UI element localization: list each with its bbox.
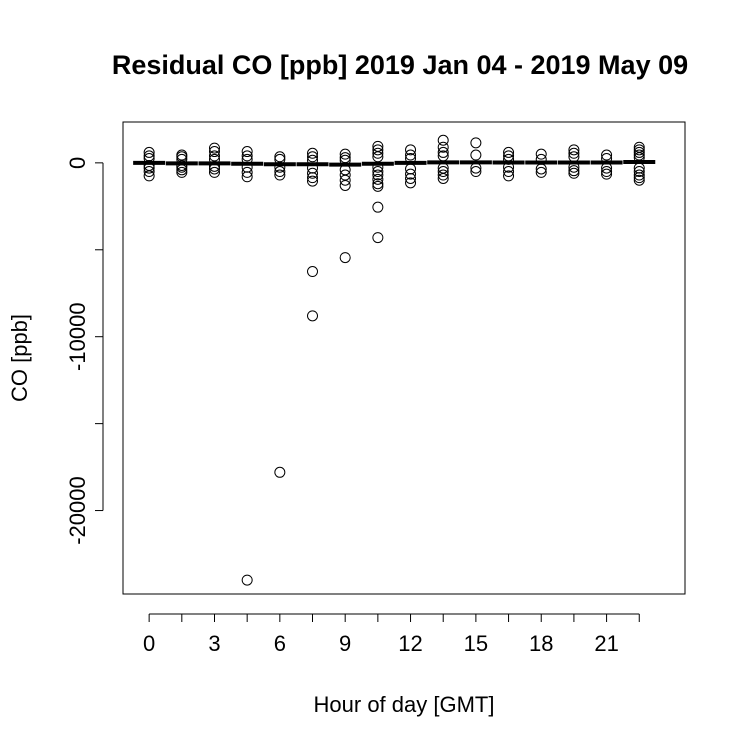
data-point xyxy=(470,137,482,149)
data-point xyxy=(307,172,319,184)
data-point xyxy=(568,144,580,156)
data-point xyxy=(633,174,645,186)
data-point xyxy=(274,466,286,478)
x-tick-label: 12 xyxy=(398,631,422,656)
x-axis-label: Hour of day [GMT] xyxy=(314,692,495,717)
y-axis-label: CO [ppb] xyxy=(7,314,32,402)
data-point xyxy=(372,232,384,244)
data-point xyxy=(405,173,417,185)
data-point xyxy=(372,144,384,156)
data-point xyxy=(633,172,645,184)
data-point xyxy=(503,166,515,178)
data-point xyxy=(535,148,547,160)
data-point xyxy=(437,141,449,153)
data-point xyxy=(372,169,384,181)
data-point xyxy=(470,149,482,161)
data-point xyxy=(568,167,580,179)
data-point xyxy=(176,166,188,178)
data-point xyxy=(372,173,384,185)
x-tick-label: 18 xyxy=(529,631,553,656)
data-point xyxy=(339,179,351,191)
data-point xyxy=(405,149,417,161)
data-point xyxy=(143,166,155,178)
data-point xyxy=(208,146,220,158)
data-point xyxy=(307,175,319,187)
data-point xyxy=(143,146,155,158)
data-point xyxy=(339,174,351,186)
data-point xyxy=(307,310,319,322)
data-point xyxy=(274,169,286,181)
y-axis: 0 -10000 -20000 xyxy=(65,157,104,545)
data-point xyxy=(535,166,547,178)
data-point xyxy=(241,574,253,586)
data-point xyxy=(307,147,319,159)
x-tick-label: 3 xyxy=(208,631,220,656)
data-point xyxy=(437,146,449,158)
data-point xyxy=(405,144,417,156)
x-tick-label: 6 xyxy=(274,631,286,656)
y-tick-label: -10000 xyxy=(65,302,90,371)
data-point xyxy=(143,170,155,182)
data-point xyxy=(601,166,613,178)
data-point xyxy=(339,148,351,160)
data-point xyxy=(176,164,188,176)
data-point xyxy=(372,166,384,178)
data-point xyxy=(372,180,384,192)
data-point xyxy=(274,151,286,163)
data-point xyxy=(601,149,613,161)
data-point xyxy=(633,144,645,156)
x-tick-label: 15 xyxy=(464,631,488,656)
data-point xyxy=(437,173,449,185)
y-tick-label: 0 xyxy=(65,157,90,169)
data-point xyxy=(241,150,253,162)
data-point xyxy=(307,151,319,163)
data-point xyxy=(208,142,220,154)
data-point xyxy=(307,167,319,179)
data-point xyxy=(633,166,645,178)
x-axis: 0 3 6 9 12 15 18 21 xyxy=(143,613,640,656)
data-point xyxy=(274,166,286,178)
data-point xyxy=(241,166,253,178)
x-tick-label: 21 xyxy=(594,631,618,656)
data-point xyxy=(568,165,580,177)
data-point xyxy=(437,166,449,178)
chart-title: Residual CO [ppb] 2019 Jan 04 - 2019 May… xyxy=(112,50,688,80)
data-point xyxy=(339,252,351,264)
x-tick-label: 9 xyxy=(339,631,351,656)
y-tick-label: -20000 xyxy=(65,476,90,545)
data-point xyxy=(372,201,384,213)
data-point xyxy=(633,169,645,181)
data-point xyxy=(503,146,515,158)
data-point xyxy=(405,177,417,189)
data-point xyxy=(274,161,286,173)
data-points xyxy=(143,134,645,586)
data-point xyxy=(372,178,384,190)
data-point xyxy=(208,160,220,172)
data-point xyxy=(437,169,449,181)
median-bars xyxy=(133,159,656,167)
data-point xyxy=(241,146,253,158)
data-point xyxy=(503,170,515,182)
x-tick-label: 0 xyxy=(143,631,155,656)
data-point xyxy=(437,134,449,146)
data-point xyxy=(633,146,645,158)
data-point xyxy=(307,266,319,278)
data-point xyxy=(470,166,482,178)
data-point xyxy=(405,168,417,180)
plot-frame xyxy=(122,121,686,595)
data-point xyxy=(372,147,384,159)
data-point xyxy=(568,147,580,159)
data-point xyxy=(208,166,220,178)
data-point xyxy=(601,168,613,180)
data-point xyxy=(241,171,253,183)
